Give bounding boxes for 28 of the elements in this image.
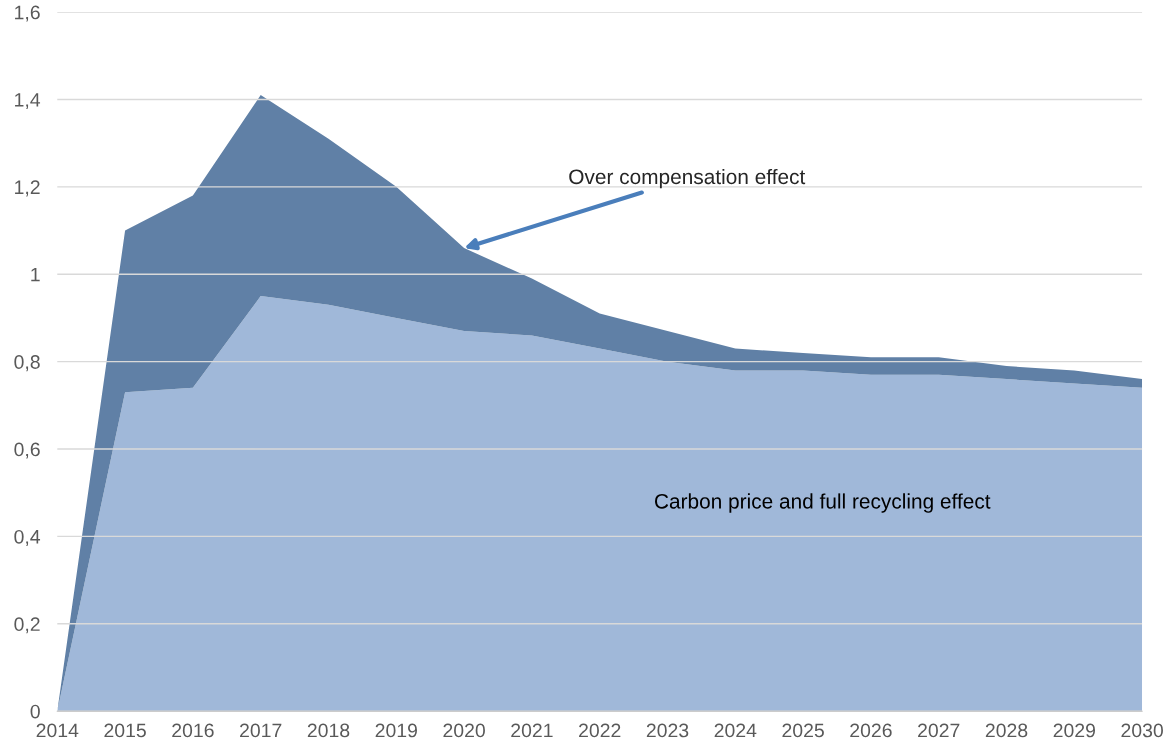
x-tick-label: 2019 bbox=[375, 723, 417, 738]
x-tick-label: 2024 bbox=[714, 723, 757, 738]
y-tick-label: 1,2 bbox=[15, 180, 40, 197]
x-tick-label: 2014 bbox=[36, 723, 79, 738]
y-tick-label: 1,6 bbox=[15, 5, 40, 22]
x-tick-label: 2020 bbox=[443, 723, 485, 738]
y-tick-label: 1 bbox=[31, 267, 40, 282]
x-tick-label: 2023 bbox=[646, 723, 689, 738]
y-tick-label: 0,8 bbox=[14, 355, 40, 372]
x-tick-label: 2028 bbox=[985, 723, 1028, 738]
x-tick-label: 2026 bbox=[850, 723, 892, 738]
annotation: Over compensation effect bbox=[569, 168, 806, 189]
x-tick-label: 2017 bbox=[240, 723, 282, 738]
x-tick-label: 2018 bbox=[307, 723, 350, 738]
y-tick-label: 1,4 bbox=[15, 93, 41, 110]
x-tick-label: 2027 bbox=[918, 723, 960, 738]
y-tick-label: 0,6 bbox=[14, 442, 40, 459]
x-tick-label: 2015 bbox=[104, 723, 146, 738]
y-tick-label: 0,2 bbox=[14, 617, 40, 634]
x-tick-label: 2029 bbox=[1053, 723, 1096, 738]
y-tick-label: 0 bbox=[30, 704, 40, 719]
x-tick-label: 2021 bbox=[511, 723, 553, 738]
x-tick-label: 2030 bbox=[1121, 723, 1163, 738]
x-tick-label: 2022 bbox=[579, 723, 621, 738]
x-tick-label: 2025 bbox=[782, 723, 824, 738]
x-tick-label: 2016 bbox=[172, 723, 214, 738]
y-tick-label: 0,4 bbox=[14, 529, 41, 546]
series-label: Carbon price and full recycling effect bbox=[655, 493, 991, 513]
